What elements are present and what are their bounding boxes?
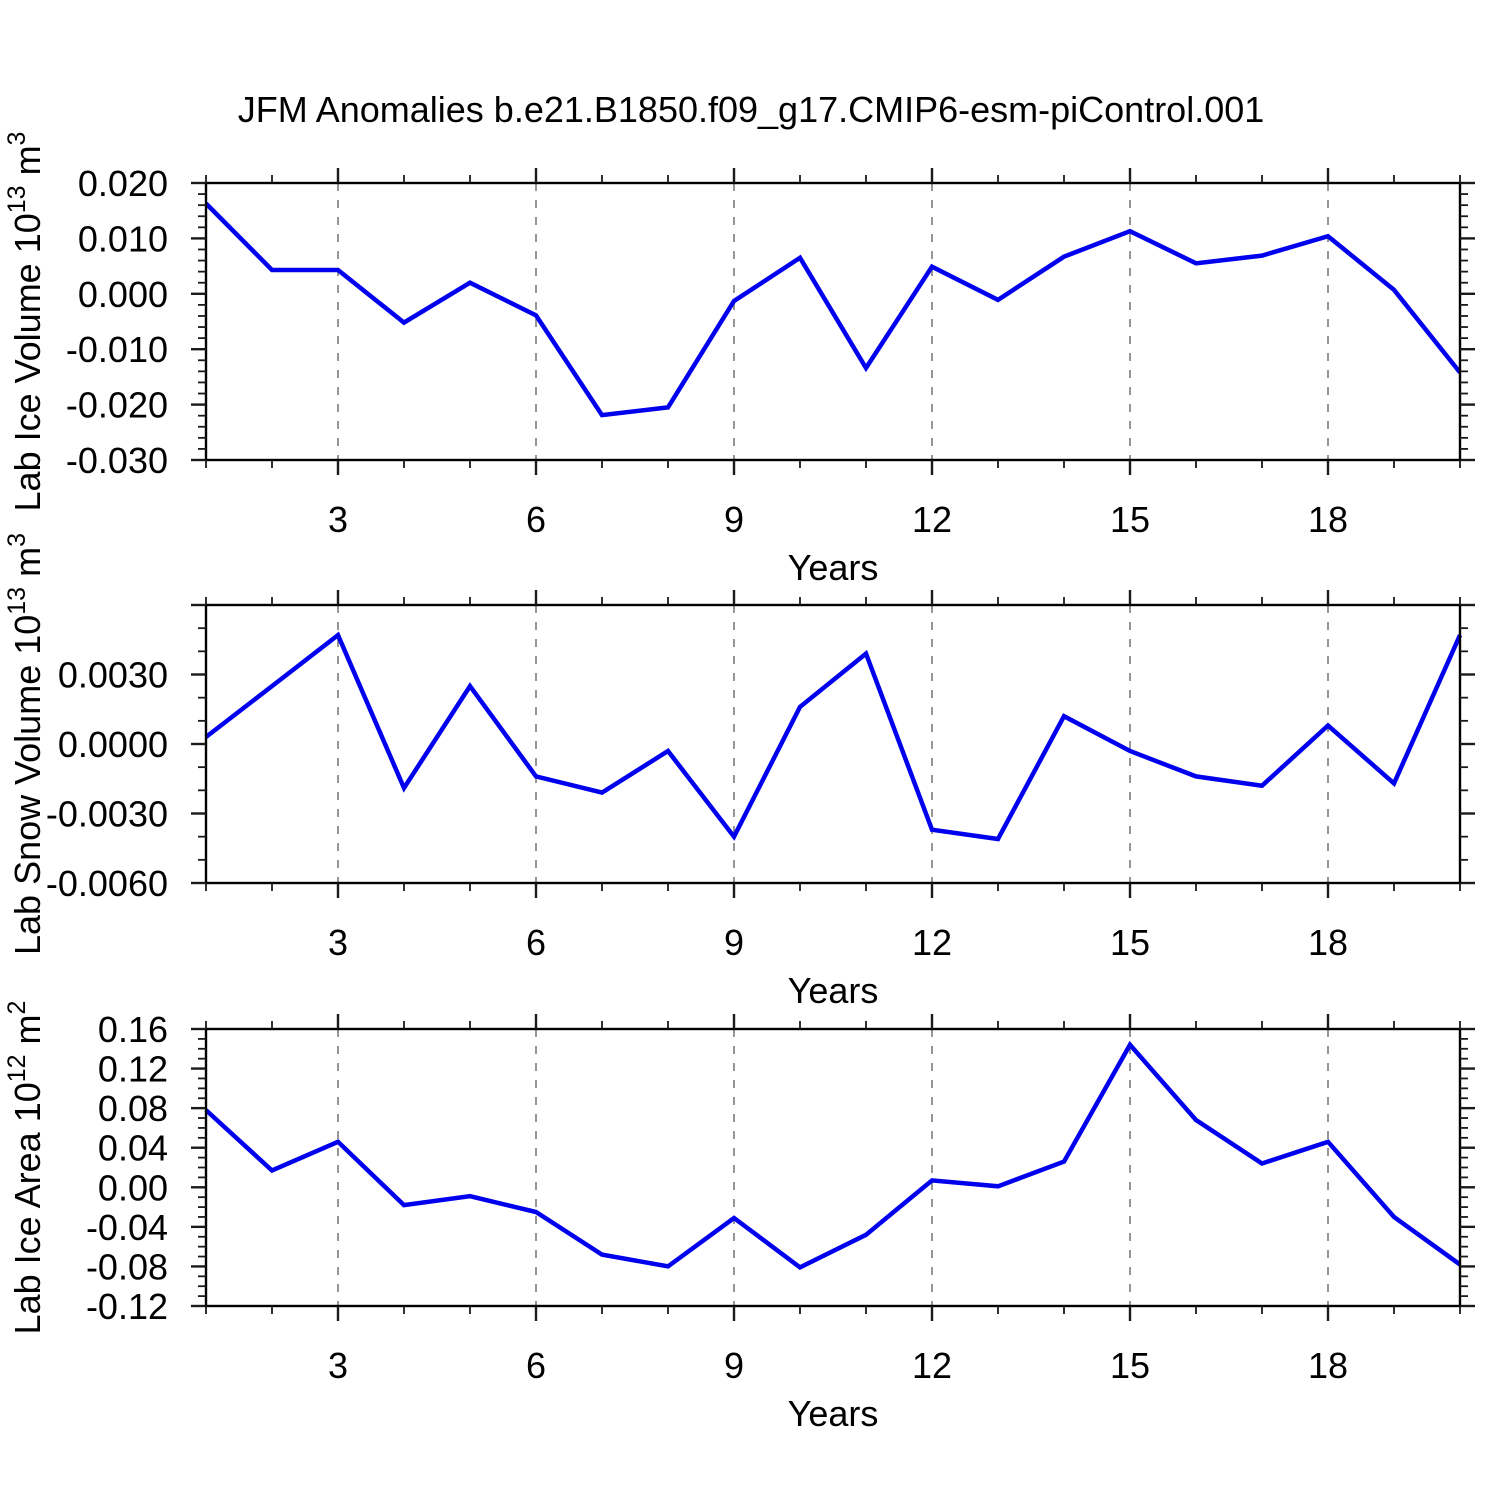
y-tick-label: 0.04: [98, 1128, 168, 1169]
y-axis-title: Lab Ice Area 1012 m2: [3, 1001, 48, 1335]
y-tick-label: 0.08: [98, 1088, 168, 1129]
x-tick-label-12: 12: [912, 1345, 952, 1386]
panel-snow-volume: 3 6 9 12 15 18 0.0030 0.0000 -0.0030 -0.0060 Years…: [3, 533, 1475, 1011]
x-tick-label-3: 3: [328, 922, 348, 963]
x-tick-label-6: 6: [526, 1345, 546, 1386]
y-tick-label: -0.08: [86, 1246, 168, 1287]
y-tick-label: -0.030: [66, 440, 168, 481]
y-axis-title-text: Lab Ice Volume 10: [7, 213, 48, 511]
chart-panels: 3 6 9 12 15 18 0.020 0.010 0.000 -0.010 -0.020 -0.0…: [3, 132, 1475, 1434]
x-tick-label-15: 15: [1110, 499, 1150, 540]
panel-ice-area: 3 6 9 12 15 18 0.160.120.080.040.00-0.04-0.08-…: [3, 1001, 1475, 1434]
chart-title: JFM Anomalies b.e21.B1850.f09_g17.CMIP6-…: [238, 89, 1265, 130]
y-axis-title: Lab Snow Volume 1013 m3: [3, 533, 48, 955]
y-tick-label: 0.16: [98, 1009, 168, 1050]
y-tick-label: -0.04: [86, 1207, 168, 1248]
y-tick-label: 0.0000: [58, 724, 168, 765]
x-tick-label-15: 15: [1110, 922, 1150, 963]
y-tick-label: 0.020: [78, 163, 168, 204]
plot-frame: [204, 603, 1462, 885]
x-axis-title: Years: [788, 1393, 879, 1434]
y-axis-title-text: Lab Ice Area 10: [7, 1082, 48, 1334]
y-tick-label: 0.000: [78, 274, 168, 315]
y-tick-label: -0.0060: [46, 863, 168, 904]
x-tick-label-9: 9: [724, 1345, 744, 1386]
x-tick-label-9: 9: [724, 922, 744, 963]
x-tick-label-18: 18: [1308, 922, 1348, 963]
x-tick-label-12: 12: [912, 922, 952, 963]
y-tick-label: -0.020: [66, 385, 168, 426]
panel-ice-volume: 3 6 9 12 15 18 0.020 0.010 0.000 -0.010 -0.020 -0.0…: [3, 132, 1475, 588]
y-axis-title: Lab Ice Volume 1013 m3: [3, 132, 48, 512]
y-tick-label: -0.010: [66, 329, 168, 370]
y-axis-title-text: Lab Snow Volume 10: [7, 615, 48, 955]
y-axis-title-superscript: 12: [3, 1054, 31, 1082]
y-axis-title-text: m: [7, 547, 48, 587]
x-tick-label-6: 6: [526, 499, 546, 540]
plot-frame: [204, 181, 1462, 462]
y-tick-label: 0.12: [98, 1049, 168, 1090]
series-line-ice-volume: [204, 201, 1462, 418]
y-axis-title-superscript: 3: [3, 533, 31, 547]
x-tick-label-3: 3: [328, 499, 348, 540]
y-tick-label: -0.12: [86, 1286, 168, 1327]
x-tick-label-12: 12: [912, 499, 952, 540]
x-axis-title: Years: [788, 547, 879, 588]
y-axis-title-text: m: [7, 145, 48, 185]
x-tick-label-18: 18: [1308, 1345, 1348, 1386]
y-tick-label: 0.00: [98, 1167, 168, 1208]
y-tick-label: -0.0030: [46, 794, 168, 835]
y-axis-title-superscript: 2: [3, 1001, 31, 1015]
plot-frame: [204, 1027, 1462, 1308]
x-tick-label-6: 6: [526, 922, 546, 963]
y-axis-title-superscript: 13: [3, 587, 31, 615]
y-tick-label: 0.0030: [58, 655, 168, 696]
x-tick-label-9: 9: [724, 499, 744, 540]
y-axis-title-superscript: 3: [3, 132, 31, 146]
y-axis-title-text: m: [7, 1014, 48, 1054]
x-tick-label-3: 3: [328, 1345, 348, 1386]
series-line-ice-area: [204, 1040, 1462, 1271]
x-tick-label-18: 18: [1308, 499, 1348, 540]
x-tick-label-15: 15: [1110, 1345, 1150, 1386]
x-axis-title: Years: [788, 970, 879, 1011]
y-tick-label: 0.010: [78, 218, 168, 259]
series-line-snow-volume: [204, 631, 1463, 842]
y-axis-title-superscript: 13: [3, 185, 31, 213]
